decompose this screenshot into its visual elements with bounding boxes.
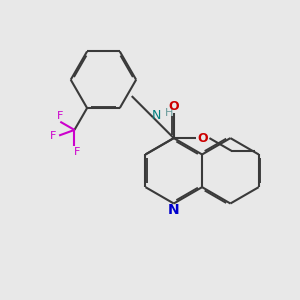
Text: N: N [168,203,180,217]
Text: F: F [74,147,81,157]
Text: N: N [152,109,161,122]
Text: F: F [57,111,64,122]
Text: O: O [169,100,179,113]
Text: H: H [165,108,173,118]
Text: O: O [197,132,208,145]
Text: F: F [50,130,56,140]
